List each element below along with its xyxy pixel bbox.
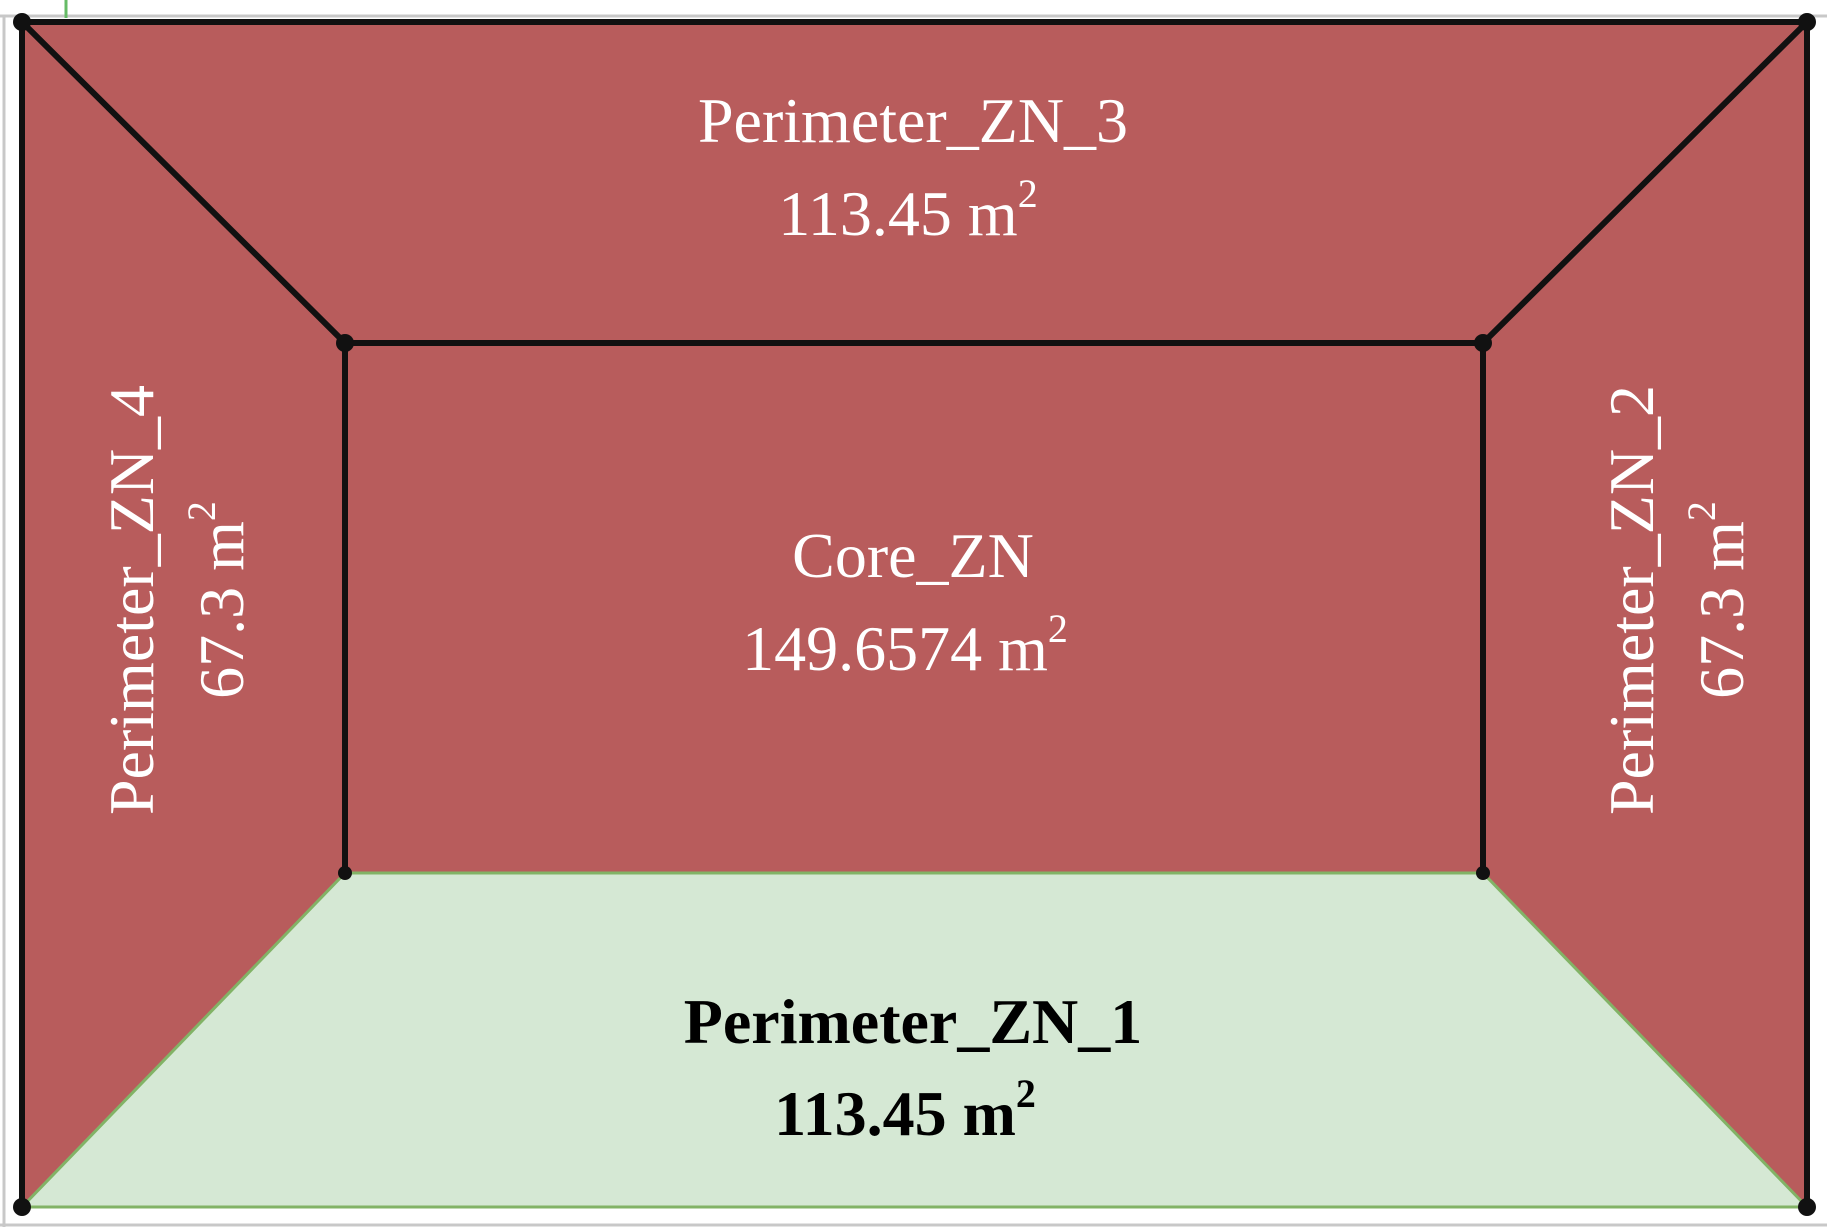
vertex-handle[interactable]: [1476, 866, 1490, 880]
zone-core-zn[interactable]: [345, 343, 1483, 873]
vertex-handle[interactable]: [1474, 334, 1492, 352]
zone-labels-perimeter-zn-2: Perimeter_ZN_2 67.3 m2: [1596, 385, 1757, 815]
edge-diagonal-top-left: [19, 19, 348, 346]
zone-label-perimeter-zn-1: Perimeter_ZN_1: [684, 986, 1142, 1057]
vertex-handle[interactable]: [13, 13, 31, 31]
edge-diagonal-top-right: [1480, 19, 1810, 346]
zone-labels-perimeter-zn-4: Perimeter_ZN_4 67.3 m2: [96, 385, 257, 815]
vertex-handle[interactable]: [1798, 1198, 1816, 1216]
zone-label-perimeter-zn-2: Perimeter_ZN_2: [1596, 385, 1667, 815]
zone-area-perimeter-zn-4: 67.3 m2: [179, 501, 257, 699]
zone-label-core-zn: Core_ZN: [792, 520, 1034, 591]
vertex-handle[interactable]: [13, 1198, 31, 1216]
zone-label-perimeter-zn-4: Perimeter_ZN_4: [96, 385, 167, 815]
zone-label-perimeter-zn-3: Perimeter_ZN_3: [698, 85, 1128, 156]
zone-area-core-zn: 149.6574 m2: [742, 606, 1068, 684]
zone-area-perimeter-zn-3: 113.45 m2: [778, 171, 1037, 249]
zone-perimeter-zn-3[interactable]: [22, 22, 1807, 343]
zone-perimeter-zn-4[interactable]: [22, 22, 345, 1207]
vertex-handles: [13, 13, 1816, 1216]
vertex-handle[interactable]: [1798, 13, 1816, 31]
core-boundary-edge: [342, 340, 1486, 876]
vertex-handle[interactable]: [336, 334, 354, 352]
vertex-handle[interactable]: [338, 866, 352, 880]
zone-area-perimeter-zn-1: 113.45 m2: [774, 1071, 1036, 1149]
zone-edges: [19, 19, 1810, 1210]
outer-boundary-edge: [19, 19, 1810, 1210]
zone-area-perimeter-zn-2: 67.3 m2: [1679, 501, 1757, 699]
zone-perimeter-zn-2[interactable]: [1483, 22, 1807, 1207]
